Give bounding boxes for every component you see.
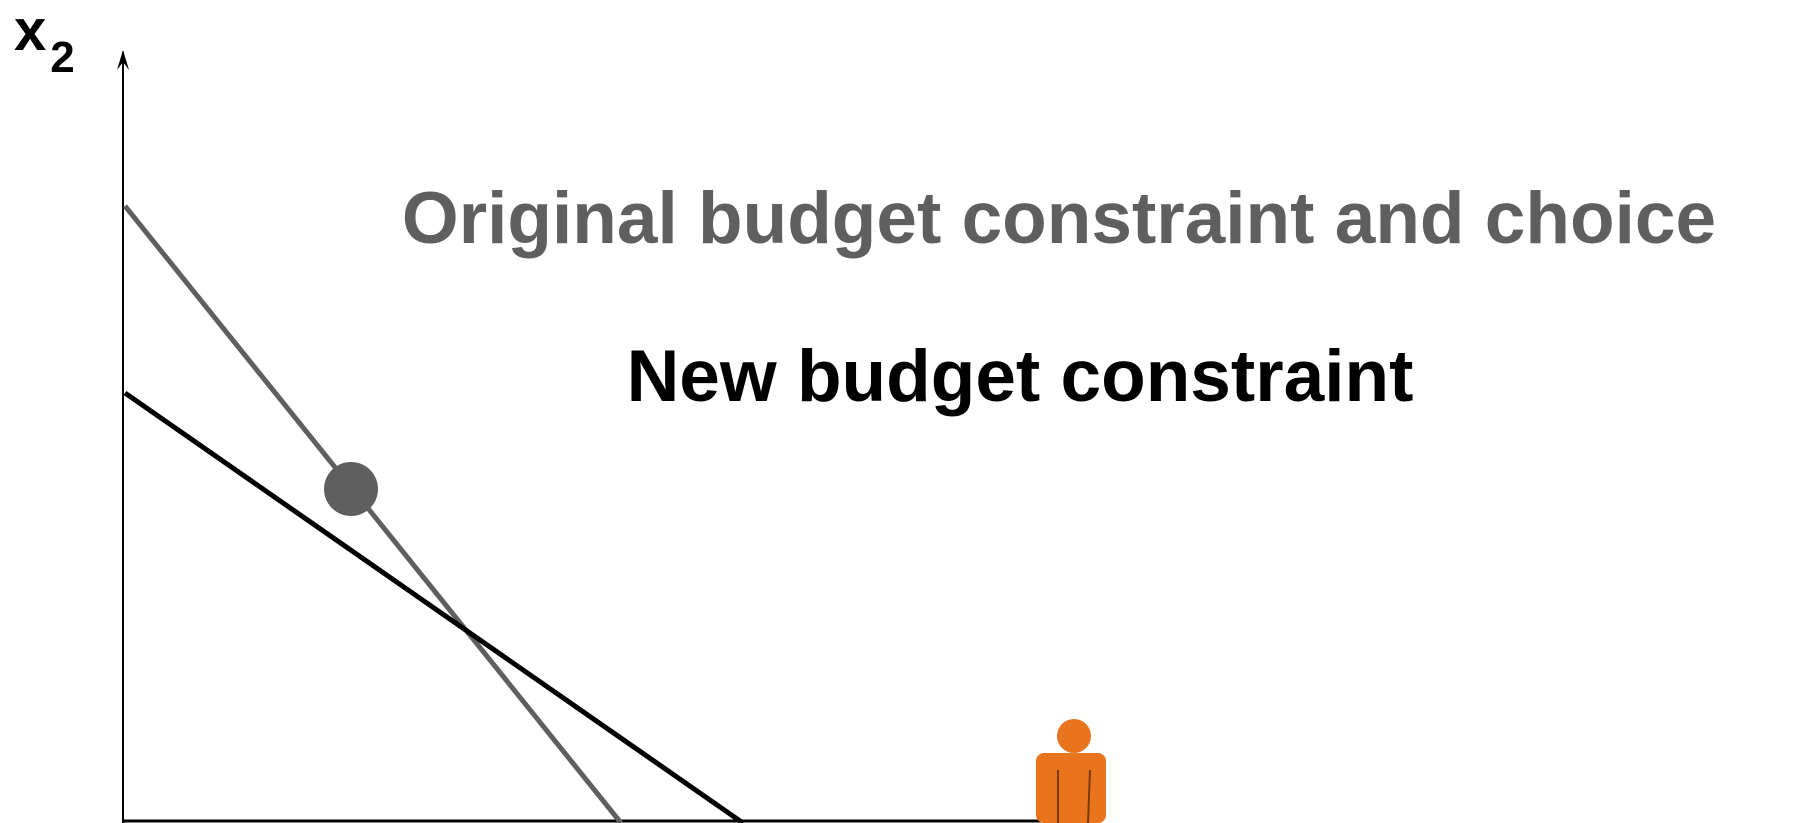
new-label: New budget constraint <box>627 336 1414 417</box>
original-choice-point <box>324 462 378 516</box>
person-icon <box>1036 719 1106 823</box>
new-budget-line <box>123 390 745 823</box>
original-label: Original budget constraint and choice <box>402 178 1716 259</box>
y-axis-subscript: 2 <box>50 33 74 82</box>
original-budget-line <box>123 204 623 823</box>
y-axis-label: x2 <box>14 0 75 82</box>
y-axis-letter: x <box>14 0 46 63</box>
